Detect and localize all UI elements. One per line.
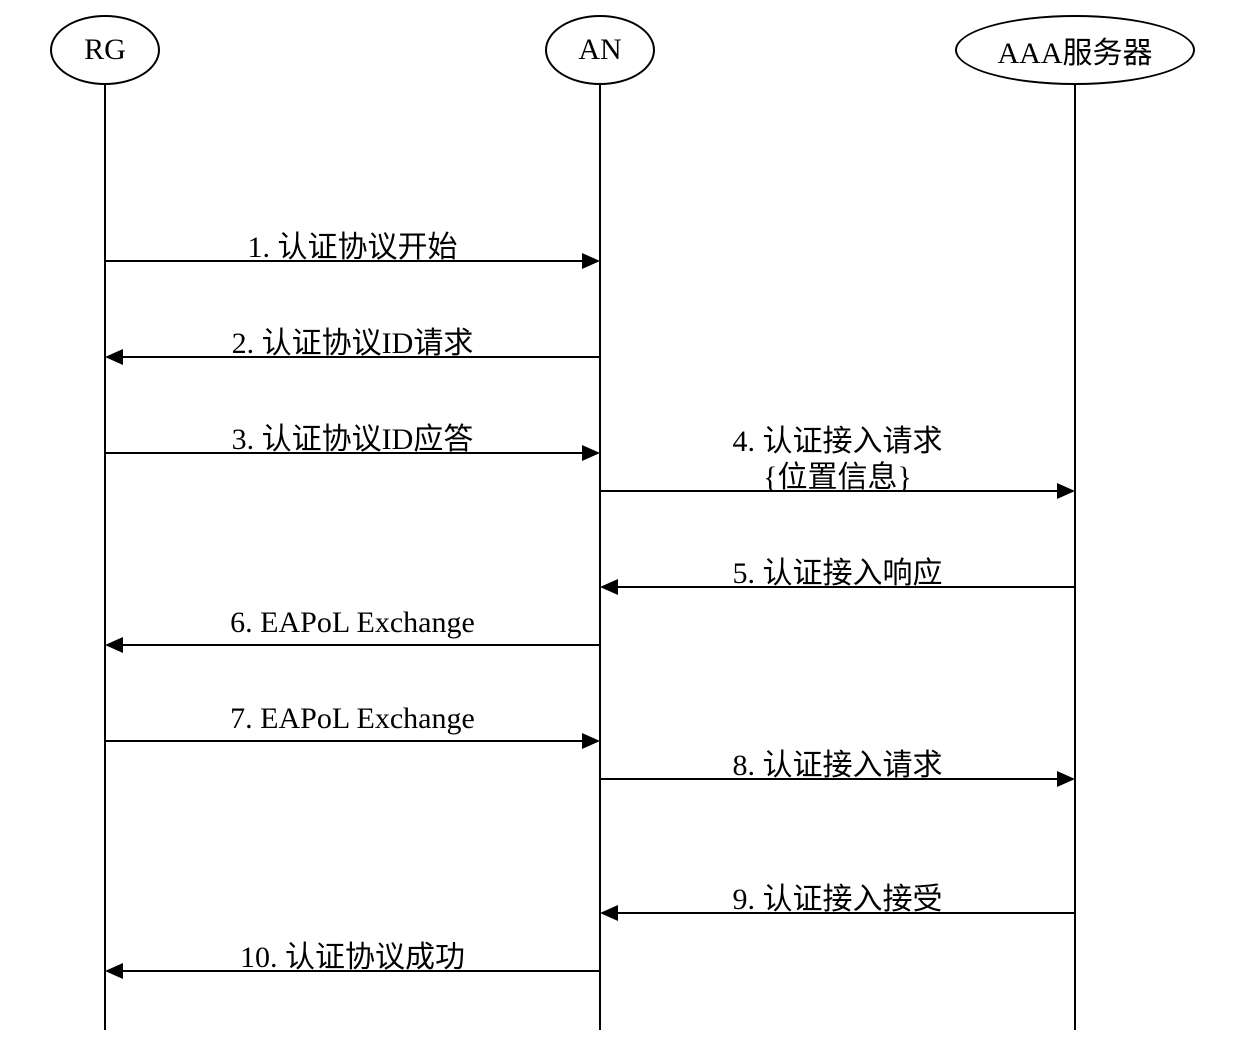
- message-label-6: 6. EAPoL Exchange: [153, 606, 553, 640]
- message-label-9: 9. 认证接入接受: [638, 874, 1038, 918]
- message-label2-4: {位置信息}: [638, 452, 1038, 496]
- actor-rg: RG: [50, 15, 160, 85]
- actor-label-aaa: AAA服务器: [998, 28, 1153, 72]
- message-arrow-7: [105, 740, 584, 742]
- message-label-3: 3. 认证协议ID应答: [153, 414, 553, 458]
- message-label-8: 8. 认证接入请求: [638, 740, 1038, 784]
- lifeline-an: [599, 85, 601, 1030]
- message-arrowhead-9: [600, 905, 618, 921]
- message-arrowhead-1: [582, 253, 600, 269]
- actor-aaa: AAA服务器: [955, 15, 1195, 85]
- message-arrowhead-6: [105, 637, 123, 653]
- lifeline-aaa: [1074, 85, 1076, 1030]
- actor-label-rg: RG: [84, 33, 126, 67]
- message-label-5: 5. 认证接入响应: [638, 548, 1038, 592]
- message-arrowhead-2: [105, 349, 123, 365]
- actor-label-an: AN: [578, 33, 621, 67]
- message-arrowhead-10: [105, 963, 123, 979]
- lifeline-rg: [104, 85, 106, 1030]
- message-label-1: 1. 认证协议开始: [153, 222, 553, 266]
- message-arrowhead-3: [582, 445, 600, 461]
- message-arrowhead-4: [1057, 483, 1075, 499]
- message-arrow-6: [121, 644, 600, 646]
- message-arrowhead-7: [582, 733, 600, 749]
- message-label-7: 7. EAPoL Exchange: [153, 702, 553, 736]
- message-arrowhead-5: [600, 579, 618, 595]
- message-label-10: 10. 认证协议成功: [153, 932, 553, 976]
- actor-an: AN: [545, 15, 655, 85]
- message-arrowhead-8: [1057, 771, 1075, 787]
- message-label-2: 2. 认证协议ID请求: [153, 318, 553, 362]
